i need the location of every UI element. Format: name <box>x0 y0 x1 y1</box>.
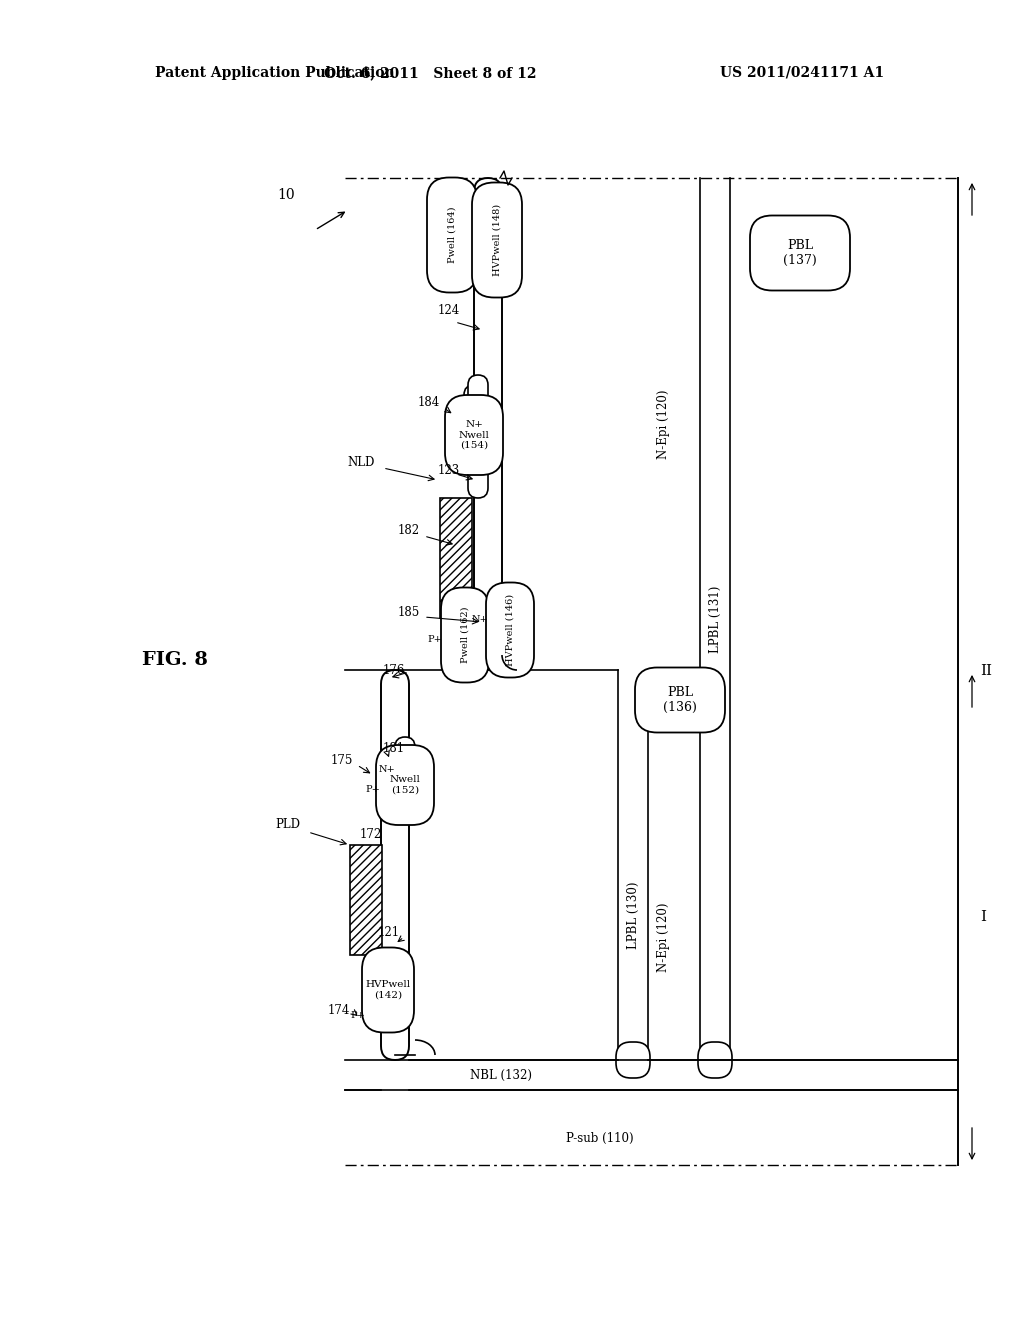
FancyBboxPatch shape <box>472 182 522 297</box>
Text: 175: 175 <box>331 754 353 767</box>
FancyBboxPatch shape <box>464 385 484 430</box>
Text: N+
Nwell
(154): N+ Nwell (154) <box>459 420 489 450</box>
Text: Pwell (164): Pwell (164) <box>447 207 457 263</box>
Text: Oct. 6, 2011   Sheet 8 of 12: Oct. 6, 2011 Sheet 8 of 12 <box>324 66 537 81</box>
Text: 182: 182 <box>398 524 420 536</box>
Text: 10: 10 <box>278 187 295 202</box>
Text: P+: P+ <box>366 785 381 795</box>
FancyBboxPatch shape <box>635 668 725 733</box>
Text: US 2011/0241171 A1: US 2011/0241171 A1 <box>720 66 884 81</box>
Text: 185: 185 <box>397 606 420 619</box>
FancyBboxPatch shape <box>445 395 503 475</box>
Text: PBL
(136): PBL (136) <box>664 686 697 714</box>
Text: P+: P+ <box>350 1011 366 1019</box>
FancyBboxPatch shape <box>616 1041 650 1078</box>
Bar <box>350 845 382 954</box>
FancyBboxPatch shape <box>381 671 409 1060</box>
FancyBboxPatch shape <box>376 744 434 825</box>
Text: NLD: NLD <box>347 457 375 470</box>
Text: 121: 121 <box>378 925 400 939</box>
Text: Patent Application Publication: Patent Application Publication <box>155 66 394 81</box>
Text: Nwell
(152): Nwell (152) <box>389 775 421 795</box>
FancyBboxPatch shape <box>427 177 477 293</box>
Bar <box>440 498 472 618</box>
Text: N-Epi (120): N-Epi (120) <box>657 903 671 972</box>
Text: HVPwell
(142): HVPwell (142) <box>366 981 411 999</box>
Text: 123: 123 <box>437 463 460 477</box>
Text: Pwell (162): Pwell (162) <box>461 607 469 663</box>
FancyBboxPatch shape <box>468 375 488 498</box>
Text: NBL (132): NBL (132) <box>470 1068 532 1081</box>
Text: PLD: PLD <box>275 818 300 832</box>
Text: 176: 176 <box>383 664 406 676</box>
Text: N-Epi (120): N-Epi (120) <box>657 389 671 459</box>
FancyBboxPatch shape <box>698 1041 732 1078</box>
FancyBboxPatch shape <box>486 582 534 677</box>
Text: 174: 174 <box>328 1003 350 1016</box>
Text: LPBL (131): LPBL (131) <box>709 585 722 652</box>
Text: 124: 124 <box>437 304 460 317</box>
Text: 184: 184 <box>418 396 440 409</box>
Text: I: I <box>980 909 986 924</box>
FancyBboxPatch shape <box>395 737 415 780</box>
Text: P-sub (110): P-sub (110) <box>566 1131 634 1144</box>
Text: FIG. 8: FIG. 8 <box>142 651 208 669</box>
Text: LPBL (130): LPBL (130) <box>627 882 640 949</box>
Text: HVPwell (148): HVPwell (148) <box>493 203 502 276</box>
Text: HVPwell (146): HVPwell (146) <box>506 594 514 667</box>
FancyBboxPatch shape <box>362 948 414 1032</box>
Text: PBL
(137): PBL (137) <box>783 239 817 267</box>
Text: 172: 172 <box>360 829 382 842</box>
Text: II: II <box>980 664 992 678</box>
FancyBboxPatch shape <box>750 215 850 290</box>
Text: N+: N+ <box>472 615 488 624</box>
Text: 181: 181 <box>383 742 406 755</box>
FancyBboxPatch shape <box>441 587 489 682</box>
Text: N+: N+ <box>379 766 395 775</box>
Text: P+: P+ <box>428 635 442 644</box>
FancyBboxPatch shape <box>474 178 502 671</box>
